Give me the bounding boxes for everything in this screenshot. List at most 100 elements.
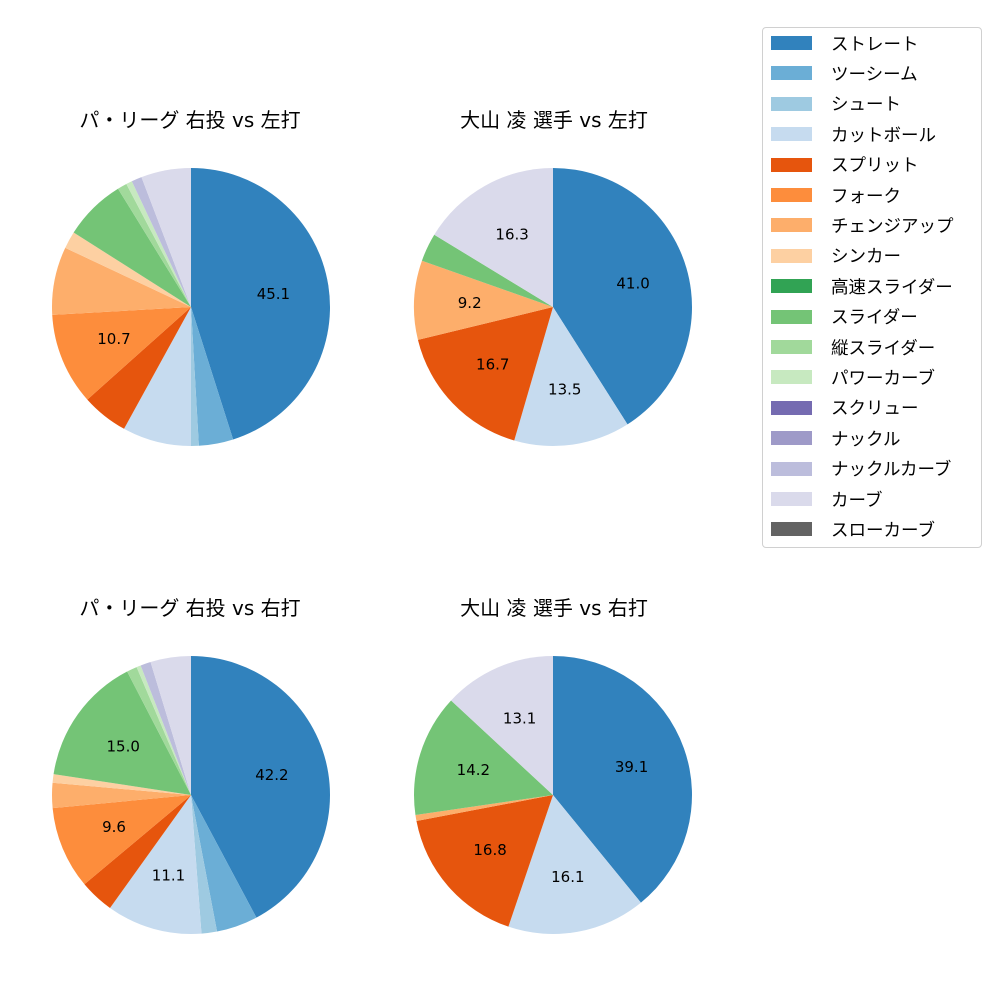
pie-slice <box>118 183 191 307</box>
slice-value-label: 16.7 <box>476 356 509 374</box>
legend-swatch <box>771 309 812 324</box>
pie-slice <box>553 168 693 425</box>
legend-swatch <box>771 340 812 354</box>
legend-label: シュート <box>831 95 901 116</box>
slice-value-label: 13.5 <box>548 381 581 399</box>
legend-swatch <box>771 431 812 446</box>
pie-slice <box>52 774 191 795</box>
slice-value-label: 16.3 <box>495 225 528 243</box>
legend-item: スライダー <box>771 302 918 332</box>
pie-slice <box>415 795 553 822</box>
legend-label: パワーカーブ <box>831 368 935 389</box>
pie-slice <box>191 795 218 934</box>
legend-item: シュート <box>771 89 901 119</box>
slice-value-label: 11.1 <box>152 866 185 884</box>
legend-swatch <box>771 279 812 294</box>
pie-slice <box>84 795 191 908</box>
legend-label: スライダー <box>831 308 918 329</box>
legend-label: シンカー <box>831 247 901 268</box>
legend-swatch <box>771 522 812 537</box>
slice-value-label: 39.1 <box>615 758 648 776</box>
legend-label: ストレート <box>831 34 919 55</box>
pie-slice <box>508 795 641 935</box>
pie-slice <box>131 177 191 307</box>
pie-slice <box>191 307 199 446</box>
slice-value-label: 45.1 <box>257 285 290 303</box>
pie-slice <box>52 782 191 809</box>
legend-label: ナックル <box>831 429 901 450</box>
legend-swatch <box>771 370 812 385</box>
legend-item: 縦スライダー <box>771 332 935 362</box>
legend-swatch <box>771 492 812 506</box>
legend-swatch <box>771 36 812 50</box>
pie-slice <box>553 656 693 903</box>
slice-value-label: 10.7 <box>97 330 130 348</box>
legend-swatch <box>771 461 812 476</box>
pie-slice <box>52 307 191 400</box>
legend-label: スプリット <box>831 156 919 177</box>
legend-item: 高速スライダー <box>771 271 953 301</box>
pie-slice <box>136 665 191 795</box>
pie-slice <box>124 307 191 446</box>
slice-value-label: 14.2 <box>457 761 490 779</box>
pie-slice <box>434 168 553 307</box>
pie-slice <box>150 656 191 795</box>
legend-swatch <box>771 218 812 233</box>
legend-item: ナックル <box>771 423 900 453</box>
legend-label: スクリュー <box>831 399 919 420</box>
slice-value-label: 42.2 <box>255 766 288 784</box>
pie-slice <box>126 181 191 307</box>
legend-label: スローカーブ <box>831 520 935 541</box>
slice-value-label: 9.6 <box>102 818 126 836</box>
pie-slice <box>191 307 234 446</box>
pie-slice <box>140 662 191 795</box>
legend-swatch <box>771 157 812 172</box>
legend: ストレート ツーシーム シュート カットボール スプリット フォーク チェンジア… <box>762 27 982 548</box>
slice-value-label: 13.1 <box>503 710 536 728</box>
slice-value-label: 16.1 <box>551 868 584 886</box>
legend-swatch <box>771 188 812 202</box>
pie-slice <box>52 795 192 885</box>
legend-item: ナックルカーブ <box>771 454 951 484</box>
pie-slice <box>51 247 191 315</box>
legend-item: チェンジアップ <box>771 210 954 240</box>
pie-slice <box>65 232 191 307</box>
pie-slice <box>87 307 191 429</box>
legend-item: パワーカーブ <box>771 362 935 392</box>
legend-swatch <box>771 400 812 415</box>
pie-slice <box>73 188 191 307</box>
pie-slice <box>110 795 202 934</box>
legend-item: カットボール <box>771 119 936 149</box>
legend-label: カーブ <box>831 490 883 511</box>
chart-title: 大山 凌 選手 vs 右打 <box>460 596 648 620</box>
slice-value-label: 41.0 <box>616 275 649 293</box>
legend-label: フォーク <box>831 186 901 207</box>
legend-item: カーブ <box>771 484 882 514</box>
chart-title: パ・リーグ 右投 vs 左打 <box>79 108 301 132</box>
pie-slice <box>414 700 553 816</box>
legend-swatch <box>771 127 812 142</box>
chart-title: パ・リーグ 右投 vs 右打 <box>79 596 301 620</box>
slice-value-label: 15.0 <box>107 737 140 755</box>
pie-slice <box>421 234 553 307</box>
pie-slice <box>451 656 553 795</box>
legend-label: カットボール <box>831 125 936 146</box>
pie-slice <box>141 168 191 307</box>
slice-value-label: 9.2 <box>458 294 482 312</box>
pie-slice <box>514 307 628 447</box>
legend-swatch <box>771 96 812 111</box>
legend-item: ストレート <box>771 28 919 58</box>
legend-label: チェンジアップ <box>831 216 954 237</box>
legend-item: スローカーブ <box>771 514 935 544</box>
legend-swatch <box>771 248 812 263</box>
legend-label: 縦スライダー <box>831 338 936 359</box>
chart-title: 大山 凌 選手 vs 左打 <box>460 108 648 132</box>
pie-slice <box>127 667 191 795</box>
pie-slice <box>191 795 257 932</box>
legend-item: シンカー <box>771 241 901 271</box>
pie-slice <box>416 795 553 927</box>
legend-item: スプリット <box>771 150 919 180</box>
